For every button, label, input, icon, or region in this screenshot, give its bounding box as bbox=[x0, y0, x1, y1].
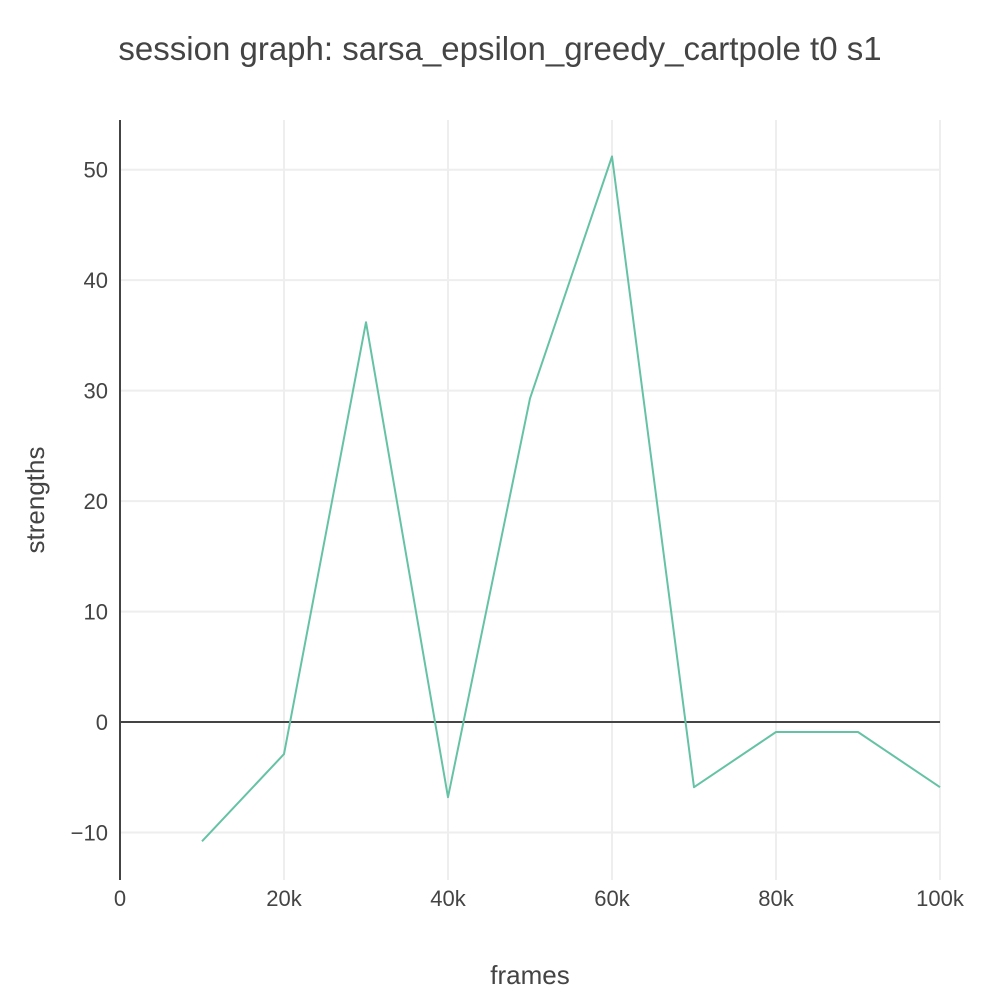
series-line bbox=[201, 155, 941, 842]
x-tick-label: 80k bbox=[758, 886, 794, 911]
y-tick-label: 40 bbox=[84, 268, 108, 293]
series-layer bbox=[201, 155, 941, 842]
y-tick-label: 20 bbox=[84, 489, 108, 514]
y-axis-title: strengths bbox=[20, 447, 50, 554]
x-tick-label: 20k bbox=[266, 886, 302, 911]
y-tick-label: 50 bbox=[84, 158, 108, 183]
x-axis-title: frames bbox=[490, 960, 569, 990]
x-tick-label: 100k bbox=[916, 886, 965, 911]
grid-lines bbox=[120, 120, 941, 880]
y-tick-label: −10 bbox=[71, 821, 108, 846]
x-tick-labels: 0 20k 40k 60k 80k 100k bbox=[114, 886, 965, 911]
x-tick-label: 40k bbox=[430, 886, 466, 911]
y-tick-label: 10 bbox=[84, 600, 108, 625]
y-tick-label: 30 bbox=[84, 379, 108, 404]
y-tick-label: 0 bbox=[96, 710, 108, 735]
chart-title: session graph: sarsa_epsilon_greedy_cart… bbox=[118, 30, 881, 67]
x-tick-label: 60k bbox=[594, 886, 630, 911]
y-tick-labels: −10 0 10 20 30 40 50 bbox=[71, 158, 108, 846]
x-tick-label: 0 bbox=[114, 886, 126, 911]
